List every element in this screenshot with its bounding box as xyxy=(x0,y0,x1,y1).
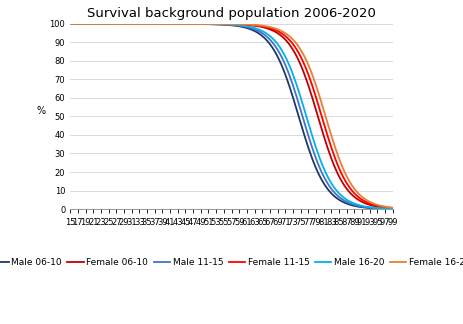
Female 16-20 xyxy=(223,22,229,26)
Female 11-15 xyxy=(113,22,119,26)
Male 06-10 xyxy=(357,205,363,209)
Female 06-10 xyxy=(68,22,73,26)
Female 16-20 xyxy=(188,22,194,26)
Female 11-15 xyxy=(68,22,73,26)
Male 06-10 xyxy=(113,22,119,26)
Female 11-15 xyxy=(225,22,231,26)
Male 16-20 xyxy=(225,23,231,27)
Male 11-15 xyxy=(68,22,73,26)
Female 16-20 xyxy=(68,22,73,26)
Male 11-15 xyxy=(113,22,119,26)
Line: Male 06-10: Male 06-10 xyxy=(70,24,395,209)
Male 11-15 xyxy=(392,207,398,211)
Line: Male 11-15: Male 11-15 xyxy=(70,24,395,209)
Male 06-10 xyxy=(188,22,194,26)
Male 06-10 xyxy=(392,207,398,211)
Male 11-15 xyxy=(357,204,363,208)
Y-axis label: %: % xyxy=(37,107,46,116)
Male 11-15 xyxy=(238,24,244,28)
Female 06-10 xyxy=(225,22,231,26)
Male 16-20 xyxy=(188,22,194,26)
Female 11-15 xyxy=(188,22,194,26)
Female 06-10 xyxy=(238,23,244,27)
Female 06-10 xyxy=(357,199,363,203)
Female 06-10 xyxy=(223,22,229,26)
Line: Male 16-20: Male 16-20 xyxy=(70,24,395,209)
Title: Survival background population 2006-2020: Survival background population 2006-2020 xyxy=(87,7,376,20)
Line: Female 16-20: Female 16-20 xyxy=(70,24,395,208)
Line: Female 11-15: Female 11-15 xyxy=(70,24,395,208)
Female 11-15 xyxy=(357,196,363,200)
Female 11-15 xyxy=(223,22,229,26)
Female 06-10 xyxy=(113,22,119,26)
Male 11-15 xyxy=(188,22,194,26)
Female 06-10 xyxy=(188,22,194,26)
Male 11-15 xyxy=(223,23,229,27)
Female 16-20 xyxy=(392,206,398,210)
Male 16-20 xyxy=(238,24,244,28)
Line: Female 06-10: Female 06-10 xyxy=(70,24,395,208)
Male 06-10 xyxy=(68,22,73,26)
Female 11-15 xyxy=(392,206,398,210)
Male 16-20 xyxy=(113,22,119,26)
Legend: Male 06-10, Female 06-10, Male 11-15, Female 11-15, Male 16-20, Female 16-20: Male 06-10, Female 06-10, Male 11-15, Fe… xyxy=(0,254,463,271)
Male 16-20 xyxy=(223,22,229,26)
Female 16-20 xyxy=(225,22,231,26)
Male 16-20 xyxy=(392,207,398,211)
Female 16-20 xyxy=(113,22,119,26)
Female 11-15 xyxy=(238,22,244,26)
Female 16-20 xyxy=(238,22,244,26)
Male 06-10 xyxy=(225,23,231,27)
Male 16-20 xyxy=(68,22,73,26)
Male 06-10 xyxy=(223,23,229,27)
Male 06-10 xyxy=(238,25,244,29)
Male 16-20 xyxy=(357,203,363,207)
Male 11-15 xyxy=(225,23,231,27)
Female 06-10 xyxy=(392,206,398,210)
Female 16-20 xyxy=(357,193,363,197)
